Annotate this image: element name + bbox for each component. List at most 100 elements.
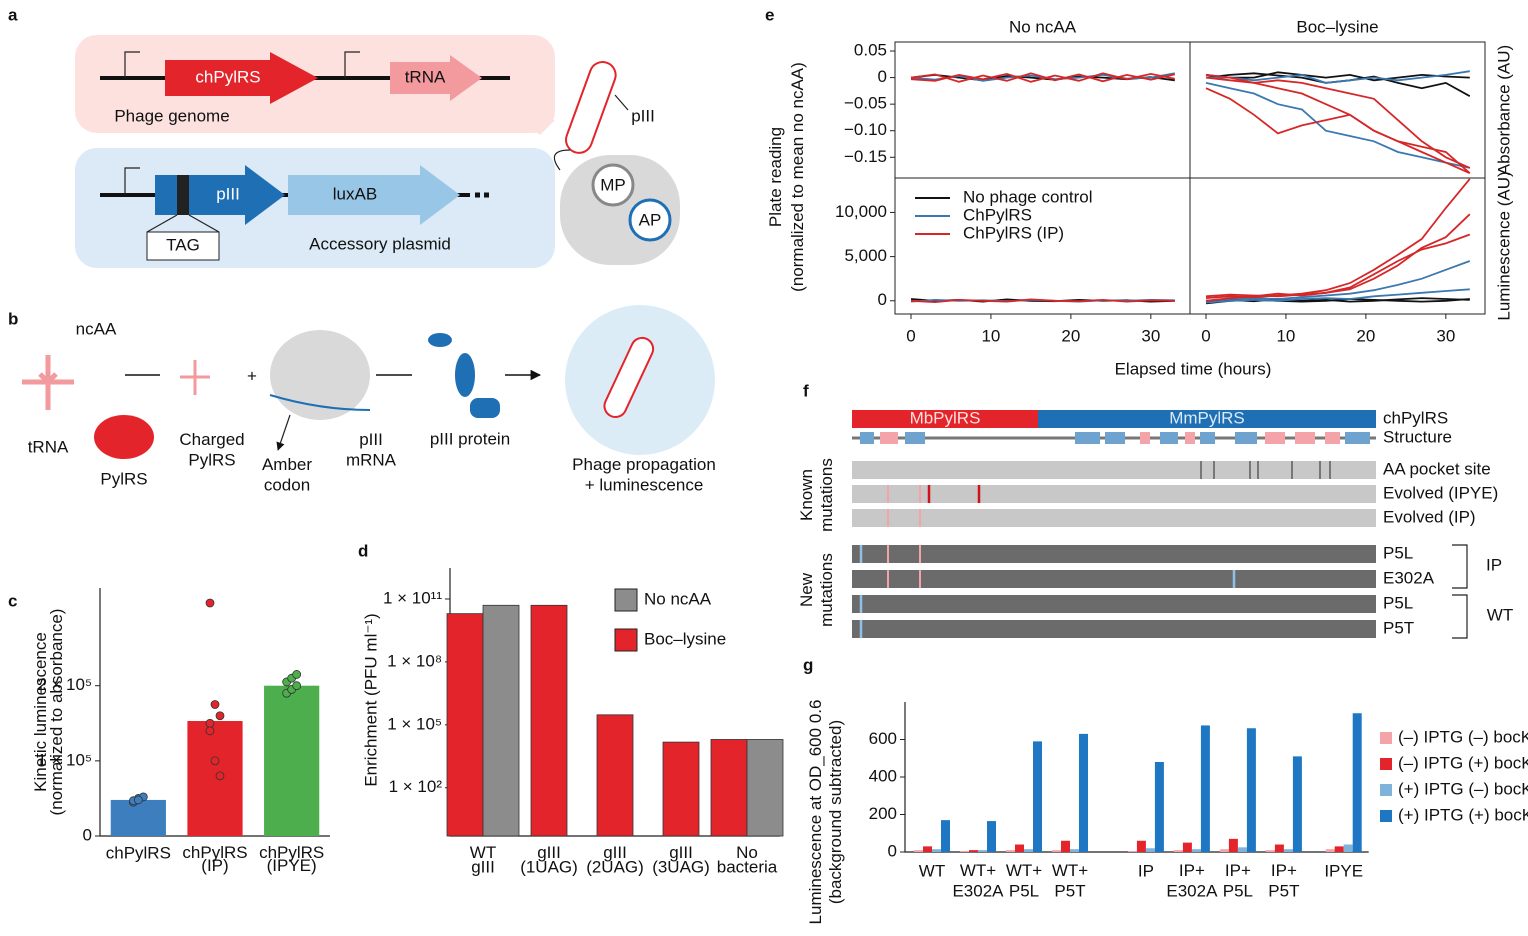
- protein: [470, 398, 500, 418]
- panel-letter: g: [803, 655, 813, 674]
- tag-pointer: [146, 214, 220, 233]
- track: [852, 545, 1376, 638]
- bar: [1200, 725, 1210, 852]
- point: [292, 670, 302, 679]
- legend-swatch: [1380, 810, 1392, 822]
- data-line: [1205, 178, 1471, 299]
- panel-letter: f: [803, 381, 809, 400]
- arrow: [276, 414, 291, 451]
- structure-blocks: [880, 432, 1340, 444]
- x-tick-label: 30: [1141, 326, 1160, 345]
- tag-label: TAG: [166, 235, 200, 254]
- mp-circle: [591, 163, 635, 207]
- y-tick-label: 1 × 10¹¹: [383, 588, 442, 607]
- bar: [746, 739, 784, 837]
- bar: [1246, 728, 1256, 852]
- bar: [1070, 849, 1079, 852]
- gene-arrow: [288, 165, 460, 225]
- promoter: [124, 51, 140, 78]
- promoter: [344, 51, 360, 78]
- x-tick-label: No bacteria: [717, 843, 778, 876]
- data-line: [1205, 260, 1471, 302]
- bar: [1182, 842, 1192, 852]
- bar: [1352, 713, 1362, 852]
- phage-box: [75, 35, 555, 133]
- x-tick-label: 10: [981, 326, 1000, 345]
- track-label: Structure: [1383, 427, 1452, 446]
- domain-label: MmPylRS: [1169, 408, 1245, 427]
- y-axis-label: Plate reading (normalized to mean no ncAA…: [767, 62, 808, 292]
- y-tick-label: 2 × 10⁵: [37, 675, 92, 694]
- promoter: [124, 167, 140, 195]
- track-label: P5L: [1383, 543, 1413, 562]
- y-tick-label: −0.10: [844, 120, 887, 139]
- mutation: [859, 545, 1236, 638]
- x-tick-label: IPYE: [1324, 861, 1363, 880]
- step-label: +: [247, 366, 257, 385]
- trna-icon: [180, 360, 210, 395]
- data-line: [1205, 82, 1470, 169]
- row-label: Luminescence (AU): [1494, 171, 1513, 320]
- bar: [1237, 847, 1247, 852]
- mrna: [269, 394, 371, 411]
- tag-box: [146, 231, 220, 261]
- mutation: [887, 485, 921, 588]
- phage-icon: [565, 61, 617, 154]
- x-tick-label: chPylRS: [106, 843, 171, 862]
- legend-label: No phage control: [963, 187, 1092, 206]
- bar: [596, 714, 634, 837]
- pocket-site: [1200, 461, 1331, 479]
- x-tick-label: IP: [1138, 861, 1154, 880]
- bar: [1283, 849, 1293, 852]
- x-tick-label: gIII (2UAG): [586, 843, 644, 876]
- y-tick-label: 200: [869, 804, 897, 823]
- x-tick-label: 30: [1436, 326, 1455, 345]
- step-label: Charged PylRS: [179, 430, 244, 469]
- domain: [1038, 410, 1376, 428]
- bar: [1334, 846, 1344, 852]
- y-tick-label: 5,000: [844, 246, 887, 265]
- bar: [1015, 844, 1024, 852]
- x-tick-label: gIII (3UAG): [652, 843, 710, 876]
- track-label: E302A: [1383, 568, 1435, 587]
- y-tick-label: 1 × 10²: [389, 777, 443, 796]
- track-label: Evolved (IPYE): [1383, 483, 1498, 502]
- bar: [482, 604, 520, 837]
- bar: [941, 820, 950, 852]
- track: [852, 461, 1376, 527]
- y-axis-label: Kinetic luminescence(normalized to absor…: [32, 609, 67, 816]
- legend-label: No ncAA: [644, 589, 712, 608]
- x-tick-label: WT+ P5L: [1006, 861, 1042, 900]
- point: [205, 726, 215, 736]
- group-label: Knownmutations: [797, 458, 836, 532]
- panel-letter: b: [8, 309, 18, 328]
- step-label: ncAA: [76, 319, 117, 338]
- bar: [1136, 840, 1146, 852]
- bar: [1052, 850, 1061, 852]
- data-line: [910, 298, 1175, 304]
- pilus: [553, 149, 571, 171]
- structure-blocks: [860, 432, 1370, 444]
- x-tick-label: IP+ P5L: [1223, 861, 1253, 900]
- gene-label: pIII: [216, 184, 240, 203]
- callout: [520, 120, 555, 135]
- point: [215, 711, 225, 721]
- bar: [932, 849, 941, 852]
- legend-label: (+) IPTG (+) bocK: [1398, 805, 1528, 824]
- data-line: [1205, 87, 1471, 174]
- bar: [969, 850, 978, 852]
- ap-circle: [628, 198, 672, 242]
- x-tick-label: WT+ P5T: [1052, 861, 1088, 900]
- legend-label: (–) IPTG (+) bocK: [1398, 753, 1528, 772]
- x-tick-label: 20: [1356, 326, 1375, 345]
- bar: [1033, 741, 1042, 852]
- group-label: Newmutations: [797, 553, 836, 627]
- bar: [187, 721, 243, 836]
- protein: [428, 333, 452, 347]
- legend-swatch: [614, 628, 638, 652]
- bar: [110, 799, 166, 836]
- caption: Accessory plasmid: [309, 234, 451, 253]
- caption: Phage genome: [114, 106, 229, 125]
- domain-label: MbPylRS: [910, 408, 981, 427]
